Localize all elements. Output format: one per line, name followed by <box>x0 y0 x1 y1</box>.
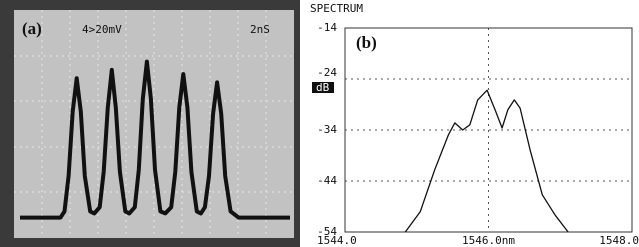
panel-label: (a) <box>22 19 42 38</box>
x-tick-label: 1548.0 <box>599 234 639 247</box>
y-tick-label: -44 <box>317 174 337 187</box>
scope-annotation: 2nS <box>250 23 270 36</box>
x-tick-label: 1546.0nm <box>462 234 515 247</box>
y-tick-label: -34 <box>317 123 337 136</box>
x-tick-label: 1544.0 <box>317 234 357 247</box>
scope-annotation: 4>20mV <box>82 23 122 36</box>
panel-label: (b) <box>356 33 377 52</box>
chart-title: SPECTRUM <box>310 2 363 15</box>
unit-label: dB <box>316 81 330 94</box>
y-tick-label: -14 <box>317 21 337 34</box>
figure: (a) 4>20mV 2nS SPECTRUM (b) dB -14 -24 -34… <box>0 0 639 247</box>
data-line <box>405 90 568 232</box>
y-tick-label: -24 <box>317 66 337 79</box>
